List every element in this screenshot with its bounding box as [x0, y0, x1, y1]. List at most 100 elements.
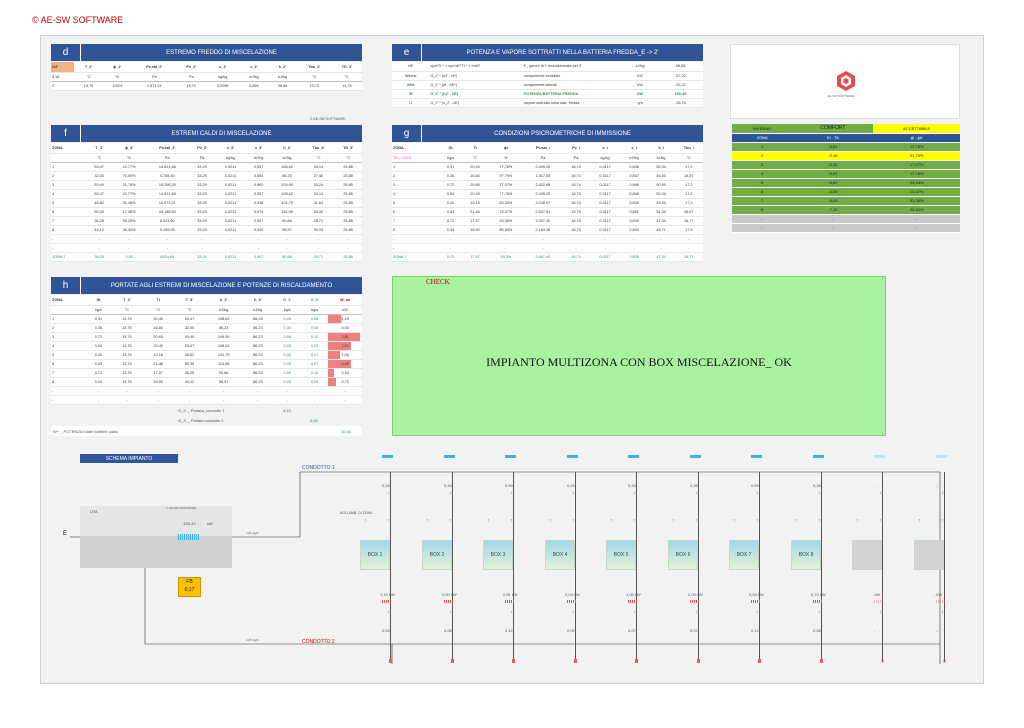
- table-row-cell: 2.557,61: [523, 207, 563, 217]
- table-header-row-cell: h_2': [205, 295, 243, 306]
- table-row-cell: 33,29: [188, 216, 216, 226]
- table-row: 2 32,00 70,00% 4.755,40 33,29 0,0211 0,894 86,2…: [51, 171, 362, 181]
- box-top-flow: -: [874, 483, 876, 488]
- table-row-cell: 33,29: [188, 225, 216, 235]
- table-row-cell: 32,00: [173, 323, 206, 333]
- table-row-cell: 13,75: [111, 323, 143, 333]
- table-total-row: ZONA 7 36,25 0,55 6024,60 33,29 0,0211 0,907 90…: [51, 251, 362, 262]
- up-arrow-icon: ↑: [449, 610, 452, 616]
- table-row-cell: 5: [51, 350, 86, 360]
- table-header-row-cell: T_2': [111, 295, 143, 306]
- table-row: 5 0,40 19,16 83,33% 2.248,97 18,74 0,0117 0,845…: [392, 198, 703, 208]
- box-power: 0,00 kW: [442, 592, 457, 597]
- table-unit-row-cell: kg/kg: [215, 153, 246, 163]
- table-header-row-cell: h_3': [242, 295, 274, 306]
- table-row-cell: 85,84%: [488, 225, 524, 235]
- table-row-cell: -: [111, 395, 143, 405]
- comfort-row: ---: [732, 223, 960, 233]
- table-row-cell: 59,39: [86, 207, 113, 217]
- table-header-row-cell: G_2': [273, 295, 301, 306]
- table-row-cell: 17,57: [142, 368, 174, 378]
- table-total-row-cell: 0,839: [620, 251, 648, 262]
- table-row: 7 0,72 17,57 93,38% 2.007,40 18,74 0,0117 0,839…: [392, 216, 703, 226]
- table-row-cell: 97,79%: [488, 171, 524, 181]
- comfort-cell: -: [873, 223, 960, 233]
- table-row-cell: 0,826: [239, 81, 269, 91]
- table-row-cell: 108,62: [205, 314, 243, 324]
- comfort-cell: 1: [732, 142, 793, 152]
- battery-value-cell: 56,65: [658, 62, 703, 72]
- table-row-cell: 2,04: [328, 341, 362, 351]
- down-arrow-icon: ↓: [695, 490, 698, 496]
- table-row-cell: 0,848: [620, 189, 648, 199]
- table-row-cell: 25,85: [334, 171, 362, 181]
- table-row-cell: 33,14: [302, 189, 335, 199]
- uta-software-label: © AE-SW SOFTWARE: [166, 506, 197, 510]
- table-row-cell: -: [461, 234, 489, 244]
- table-unit-row-cell: kg/kg: [589, 153, 621, 163]
- table-unit-row: kg/s °C °C °C kJ/kg kJ/kg kg/s kg/s kW: [51, 305, 362, 315]
- mixing-box: BOX 5: [606, 540, 636, 570]
- table-row-cell: 7: [51, 216, 87, 226]
- fb-value: 0,17: [184, 587, 195, 593]
- table-row-cell: 2,81: [328, 332, 362, 342]
- table-row-cell: 20,65: [461, 180, 489, 190]
- table-unit-row-cell: Pa: [188, 153, 216, 163]
- table-total-row-cell: 0,0211: [215, 251, 246, 262]
- supply-damper-icon: [813, 455, 824, 458]
- table-row-cell: 25,85: [334, 225, 362, 235]
- down-arrow-icon: ↓: [633, 490, 636, 496]
- table-row-cell: 21,78%: [112, 180, 146, 190]
- table-unit-row-cell: °C: [331, 72, 362, 82]
- table-row: 2 0,36 13,75 16,84 32,00 86,23 86,23 0,30 0,06 0,…: [51, 323, 362, 333]
- logo-panel: AE-SW SOFTWARE: [730, 44, 960, 119]
- table-row-cell: 53,40: [86, 180, 113, 190]
- up-arrow-icon: ↑: [387, 610, 390, 616]
- battery-sym-cell: Hf*: [392, 62, 430, 72]
- table-row-cell: 77,07%: [488, 180, 524, 190]
- table-row-cell: 18,74: [562, 162, 590, 172]
- table-row-cell: 0,957: [245, 189, 272, 199]
- table-row-cell: 17,2: [674, 162, 703, 172]
- table-row-cell: 0,0117: [589, 180, 621, 190]
- table-row: ----------: [392, 234, 703, 244]
- comfort-cell: -5,51: [792, 169, 874, 179]
- table-row-cell: 3: [51, 180, 87, 190]
- table-unit-row-cell: kJ/kg: [205, 305, 243, 315]
- table-unit-row-cell: kJ/kg: [268, 72, 297, 82]
- comfort-cell: -5,35: [792, 160, 874, 170]
- flow-unit-label: m³/h kg/h: [246, 531, 259, 535]
- table-unit-row-cell: kJ/kg: [647, 153, 675, 163]
- table-unit-row-cell: kg/s: [300, 305, 329, 315]
- table-row-cell: 83,33%: [488, 198, 524, 208]
- table-header-row-cell: Pv.sat_3': [145, 143, 189, 154]
- panel-h-letter: h: [51, 277, 81, 294]
- up-arrow-icon: ↑: [633, 518, 636, 524]
- table-row-cell: 13,75: [111, 341, 143, 351]
- table-row-cell: -: [488, 234, 524, 244]
- comfort-cell: 37,79%: [873, 151, 960, 161]
- table-row-cell: 27,46: [302, 171, 335, 181]
- up-arrow-icon: ↑: [572, 518, 575, 524]
- zone-air-label: AGLI AMB. DI ZONA: [340, 511, 373, 515]
- table-row-cell: -: [302, 234, 335, 244]
- supply-damper-icon: [874, 455, 885, 458]
- table-row-cell: 0,72: [439, 216, 462, 226]
- table-row-cell: 36,25: [173, 368, 206, 378]
- table-row-cell: 6.024,60: [145, 216, 189, 226]
- table-header-row-cell: TD_3': [334, 143, 362, 154]
- table-row-cell: 7: [51, 368, 86, 378]
- comfort-cell: 33,38%: [873, 196, 960, 206]
- table-row-cell: 25,85: [334, 198, 362, 208]
- comfort-cell: -6,82: [792, 178, 874, 188]
- supply-damper-icon: [505, 455, 516, 458]
- panel-d-title: ESTREMO FREDDO DI MISCELAZIONE: [81, 44, 362, 61]
- table-row-cell: 18,74: [562, 207, 590, 217]
- table-row-cell: -: [523, 234, 563, 244]
- table-row-cell: 86,23: [242, 332, 274, 342]
- supply-damper-icon: [382, 455, 393, 458]
- table-row-cell: 46,82: [173, 350, 206, 360]
- up-arrow-icon: ↑: [756, 610, 759, 616]
- fb-indicator: FB 0,17: [178, 577, 201, 597]
- box-bottom-flow: 0,05: [382, 628, 390, 633]
